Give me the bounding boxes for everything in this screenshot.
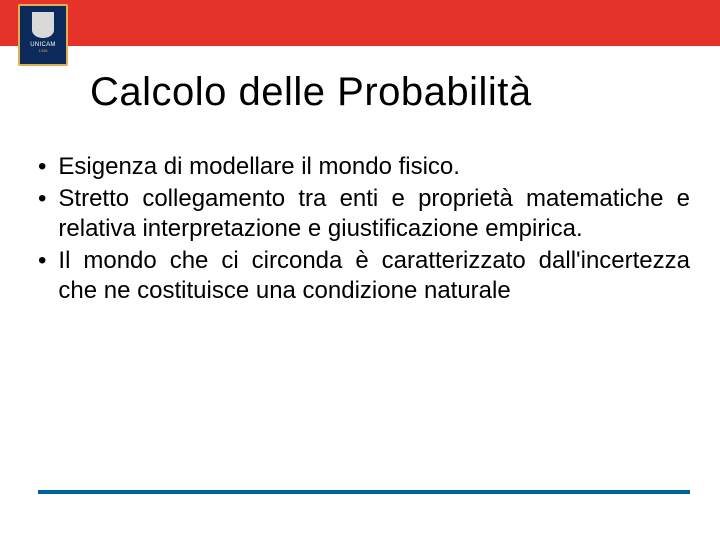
bullet-text: Esigenza di modellare il mondo fisico. (58, 152, 690, 182)
university-logo: UNICAM 1336 (18, 4, 68, 66)
slide-title: Calcolo delle Probabilità (90, 70, 532, 115)
logo-shield-icon (32, 12, 54, 38)
slide-content: • Esigenza di modellare il mondo fisico.… (38, 152, 690, 308)
logo-sublabel: 1336 (20, 48, 66, 53)
footer-divider (38, 490, 690, 494)
bullet-text: Il mondo che ci circonda è caratterizzat… (58, 246, 690, 306)
bullet-icon: • (38, 152, 46, 182)
bullet-text: Stretto collegamento tra enti e propriet… (58, 184, 690, 244)
list-item: • Il mondo che ci circonda è caratterizz… (38, 246, 690, 306)
list-item: • Stretto collegamento tra enti e propri… (38, 184, 690, 244)
header-bar: UNICAM 1336 (0, 0, 720, 46)
bullet-icon: • (38, 246, 46, 276)
bullet-icon: • (38, 184, 46, 214)
list-item: • Esigenza di modellare il mondo fisico. (38, 152, 690, 182)
